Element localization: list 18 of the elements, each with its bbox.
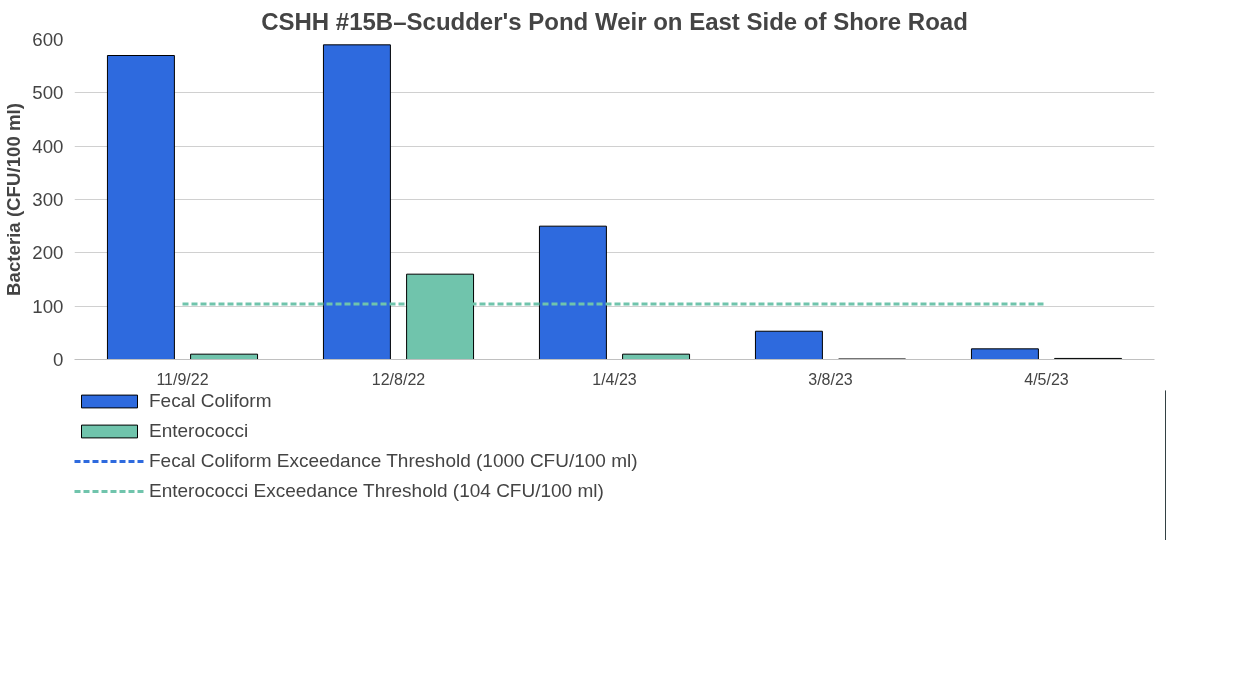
y-tick-label: 200: [32, 242, 64, 264]
legend-label: Enterococci Exceedance Threshold (104 CFU/100 ml): [149, 480, 604, 502]
x-tick-label: 11/9/22: [156, 370, 209, 388]
y-tick-label: 400: [32, 135, 64, 157]
y-tick-label: 300: [32, 189, 64, 210]
legend-label: Fecal Coliform: [149, 390, 272, 412]
y-tick-label: 0: [53, 349, 64, 370]
y-tick-label: 100: [32, 295, 64, 317]
x-tick-label: 4/5/23: [1024, 370, 1069, 388]
chart-title: CSHH #15B–Scudder's Pond Weir on East Side of Shore Road: [261, 7, 968, 35]
y-axis-title: Bacteria (CFU/100 ml): [3, 103, 25, 296]
y-tick-label: 500: [32, 82, 64, 104]
legend-label: Fecal Coliform Exceedance Threshold (1000 CFU/100 ml): [149, 450, 638, 472]
legend-label: Enterococci: [149, 420, 249, 442]
x-tick-label: 12/8/22: [371, 370, 426, 388]
y-tick-label: 600: [32, 29, 64, 50]
x-tick-label: 3/8/23: [808, 370, 853, 388]
x-tick-label: 1/4/23: [592, 370, 637, 388]
